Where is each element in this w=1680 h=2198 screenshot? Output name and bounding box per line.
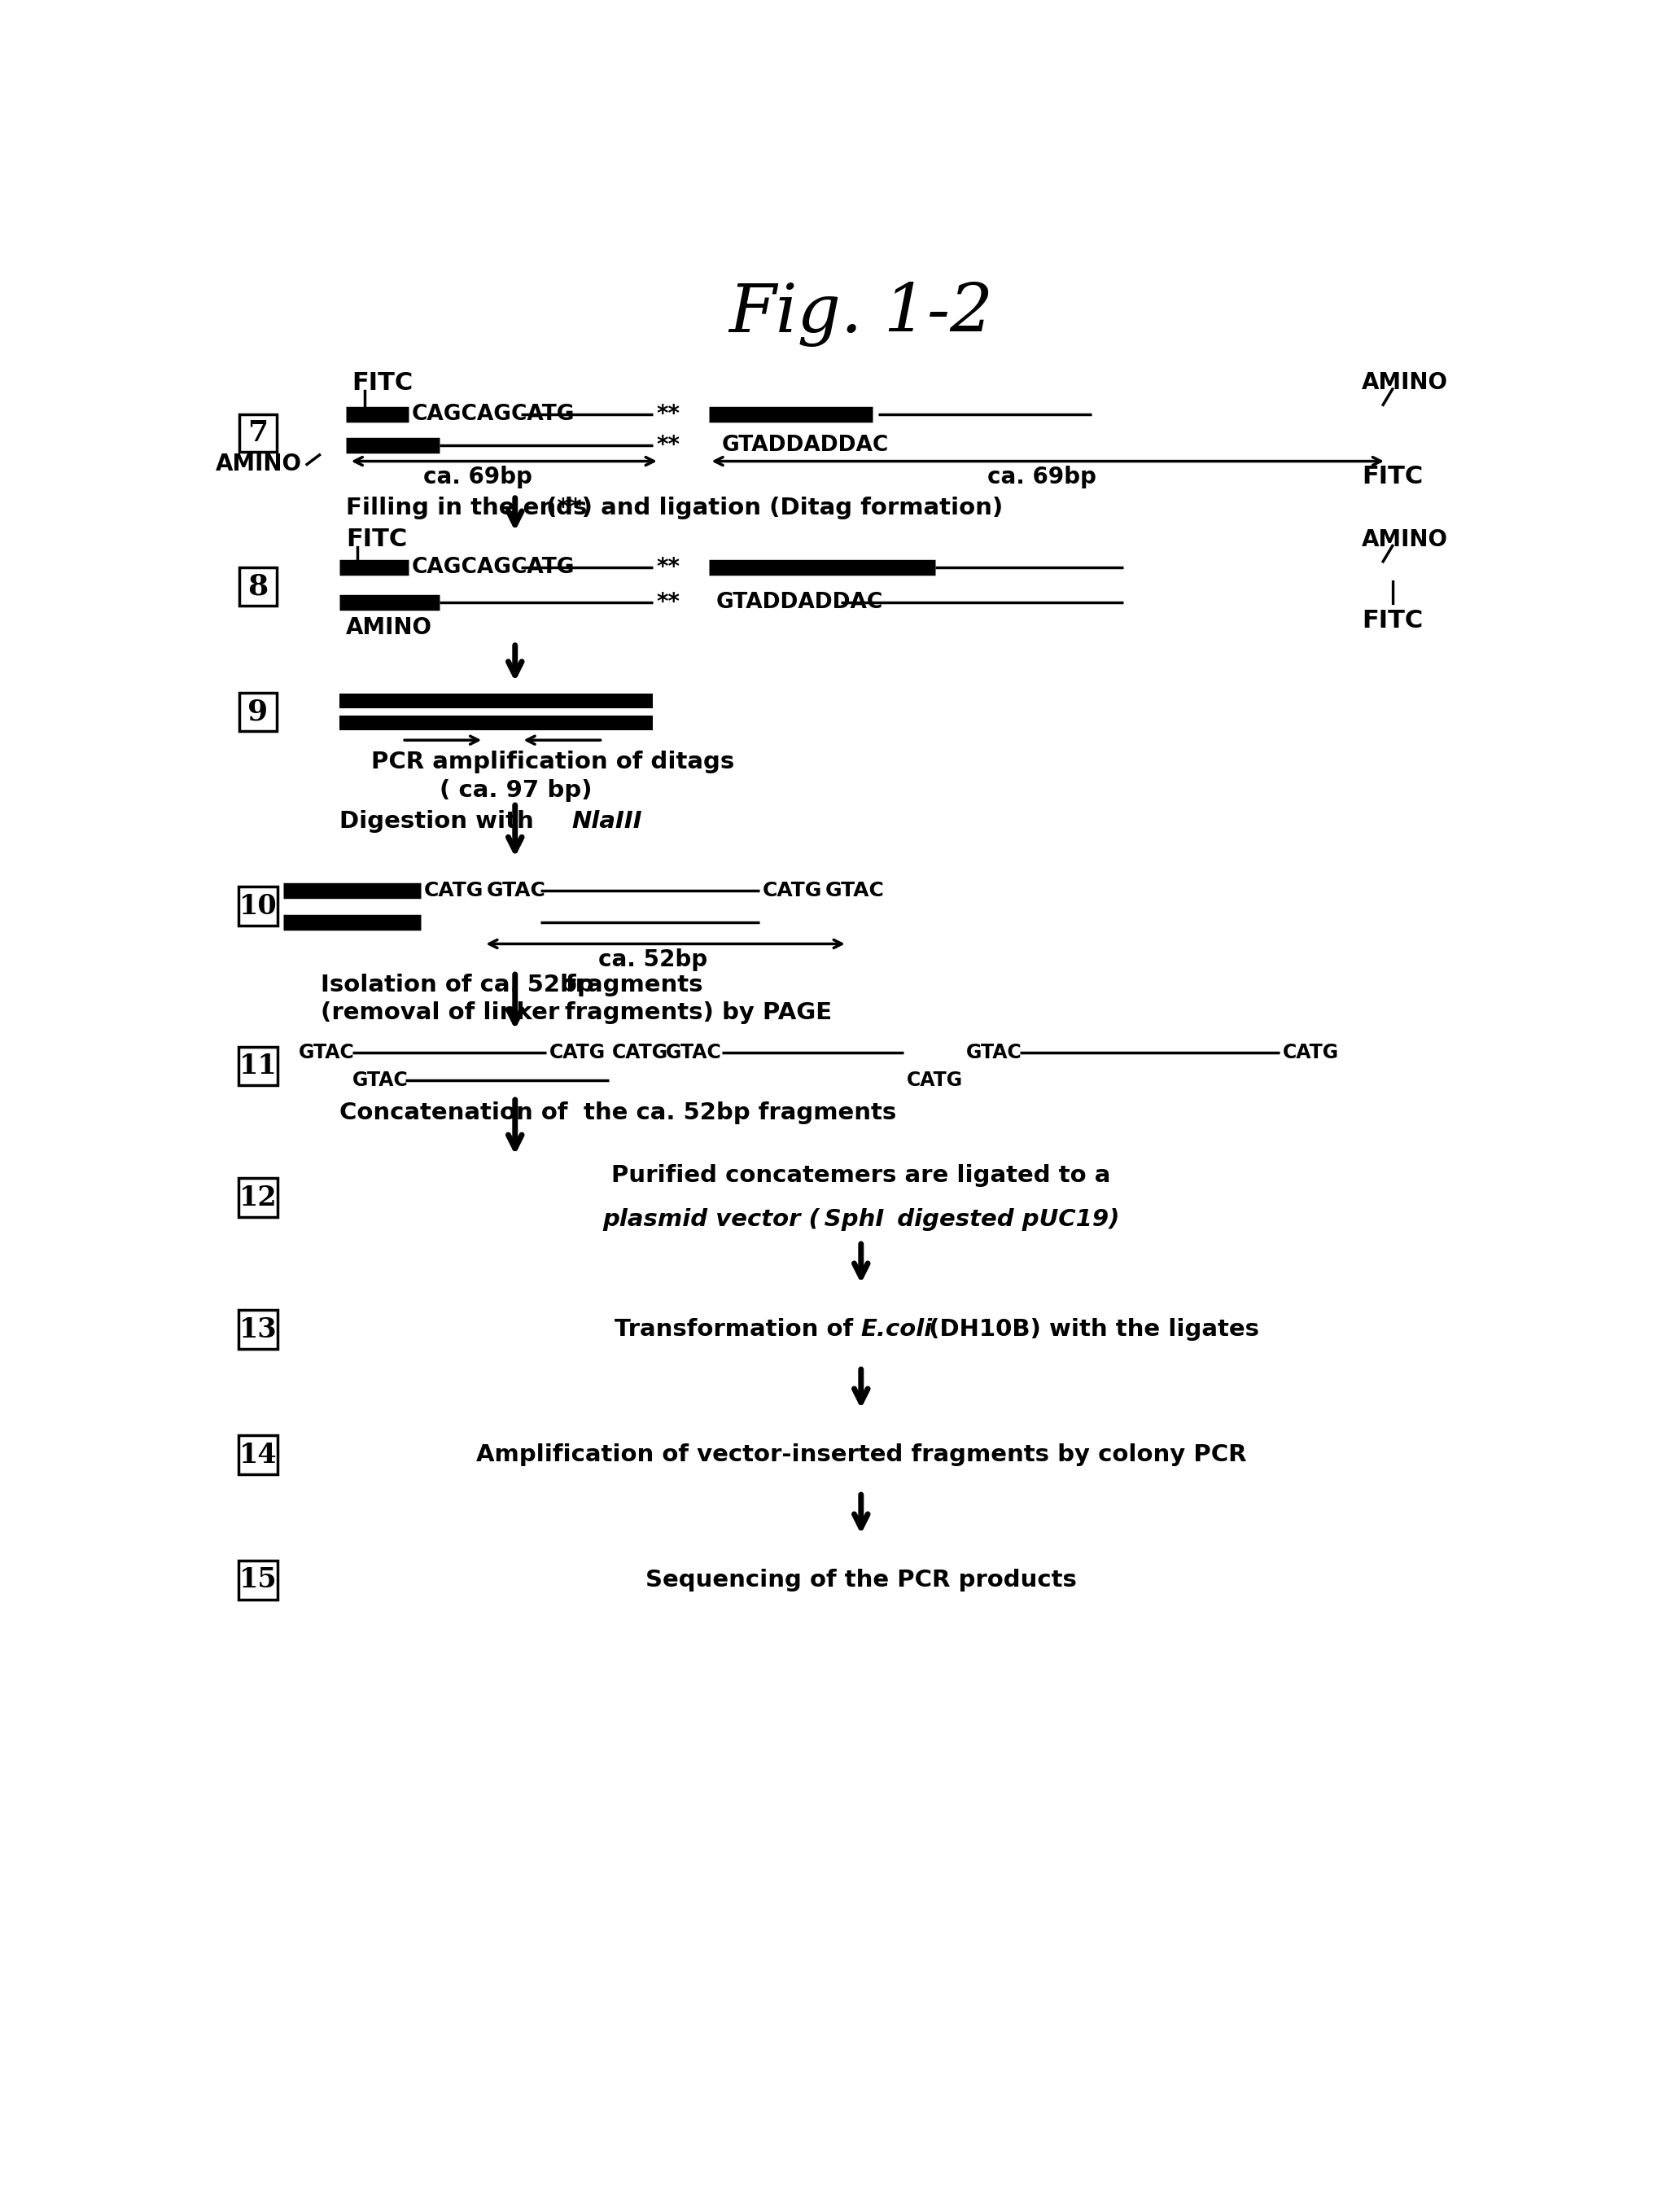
Text: E.coli: E.coli — [860, 1319, 932, 1341]
Text: AMINO: AMINO — [1362, 528, 1448, 552]
Text: ca. 52bp: ca. 52bp — [598, 947, 707, 972]
Text: Isolation of ca. 52bp: Isolation of ca. 52bp — [321, 974, 595, 996]
Text: Sequencing of the PCR products: Sequencing of the PCR products — [645, 1569, 1077, 1591]
Text: **: ** — [657, 556, 680, 580]
Text: **: ** — [657, 435, 680, 457]
Text: AMINO: AMINO — [346, 615, 432, 640]
Text: AMINO: AMINO — [215, 453, 302, 475]
Text: GTADDADDAC: GTADDADDAC — [722, 435, 889, 457]
Text: PCR amplification of ditags: PCR amplification of ditags — [371, 752, 734, 774]
Text: FITC: FITC — [1362, 466, 1423, 488]
Bar — [239, 1310, 277, 1350]
Text: CATG: CATG — [1284, 1042, 1339, 1062]
Text: **: ** — [657, 591, 680, 613]
Text: CATG: CATG — [907, 1070, 963, 1090]
Text: FITC: FITC — [1362, 609, 1423, 633]
Text: 14: 14 — [239, 1442, 277, 1468]
Bar — [239, 1046, 277, 1086]
Text: Filling in the ends: Filling in the ends — [346, 497, 586, 519]
Text: (DH10B) with the ligates: (DH10B) with the ligates — [921, 1319, 1258, 1341]
Text: 11: 11 — [239, 1053, 277, 1079]
Text: ca. 69bp: ca. 69bp — [423, 466, 533, 488]
Text: 7: 7 — [249, 420, 269, 446]
Text: FITC: FITC — [353, 371, 413, 396]
Bar — [239, 1178, 277, 1218]
Text: plasmid vector ( SphI  digested pUC19): plasmid vector ( SphI digested pUC19) — [603, 1209, 1119, 1231]
Text: Fig. 1-2: Fig. 1-2 — [729, 281, 993, 347]
Bar — [239, 692, 277, 730]
Bar — [239, 1435, 277, 1475]
Text: Concatenation of: Concatenation of — [339, 1101, 568, 1125]
Text: CATG: CATG — [612, 1042, 669, 1062]
Text: the ca. 52bp fragments: the ca. 52bp fragments — [585, 1101, 897, 1125]
Text: **: ** — [657, 402, 680, 426]
Text: CATG: CATG — [549, 1042, 606, 1062]
Text: 9: 9 — [249, 699, 269, 725]
Text: GTAC: GTAC — [665, 1042, 721, 1062]
Text: 10: 10 — [239, 892, 277, 919]
Text: fragments) by PAGE: fragments) by PAGE — [564, 1002, 832, 1024]
Text: GTAC: GTAC — [353, 1070, 408, 1090]
Text: (removal of linker: (removal of linker — [321, 1002, 559, 1024]
Text: |: | — [1388, 580, 1398, 604]
Text: 13: 13 — [239, 1317, 277, 1343]
Text: CATG: CATG — [423, 881, 484, 901]
Bar — [239, 886, 277, 925]
Text: GTADDADDAC: GTADDADDAC — [716, 591, 882, 613]
Text: CATG: CATG — [763, 881, 822, 901]
Text: Transformation of: Transformation of — [615, 1319, 860, 1341]
Text: 15: 15 — [239, 1567, 277, 1594]
Text: CAGCAGCATG: CAGCAGCATG — [412, 558, 575, 578]
Text: GTAC: GTAC — [825, 881, 885, 901]
Bar — [239, 1561, 277, 1600]
Text: fragments: fragments — [564, 974, 704, 996]
Text: ( ca. 97 bp): ( ca. 97 bp) — [440, 778, 593, 802]
Text: NlaIII: NlaIII — [571, 811, 642, 833]
Text: Purified concatemers are ligated to a: Purified concatemers are ligated to a — [612, 1165, 1110, 1187]
Text: CAGCAGCATG: CAGCAGCATG — [412, 404, 575, 424]
Text: 12: 12 — [239, 1185, 277, 1211]
Text: (**) and ligation (Ditag formation): (**) and ligation (Ditag formation) — [546, 497, 1003, 519]
Text: 8: 8 — [249, 574, 269, 600]
Text: ca. 69bp: ca. 69bp — [988, 466, 1095, 488]
Text: Digestion with: Digestion with — [339, 811, 534, 833]
Text: GTAC: GTAC — [299, 1042, 354, 1062]
Text: GTAC: GTAC — [966, 1042, 1021, 1062]
Text: FITC: FITC — [346, 528, 407, 552]
Bar — [239, 413, 277, 453]
Text: AMINO: AMINO — [1362, 371, 1448, 393]
Text: Amplification of vector-inserted fragments by colony PCR: Amplification of vector-inserted fragmen… — [475, 1444, 1247, 1466]
Text: GTAC: GTAC — [487, 881, 546, 901]
Bar — [239, 567, 277, 604]
